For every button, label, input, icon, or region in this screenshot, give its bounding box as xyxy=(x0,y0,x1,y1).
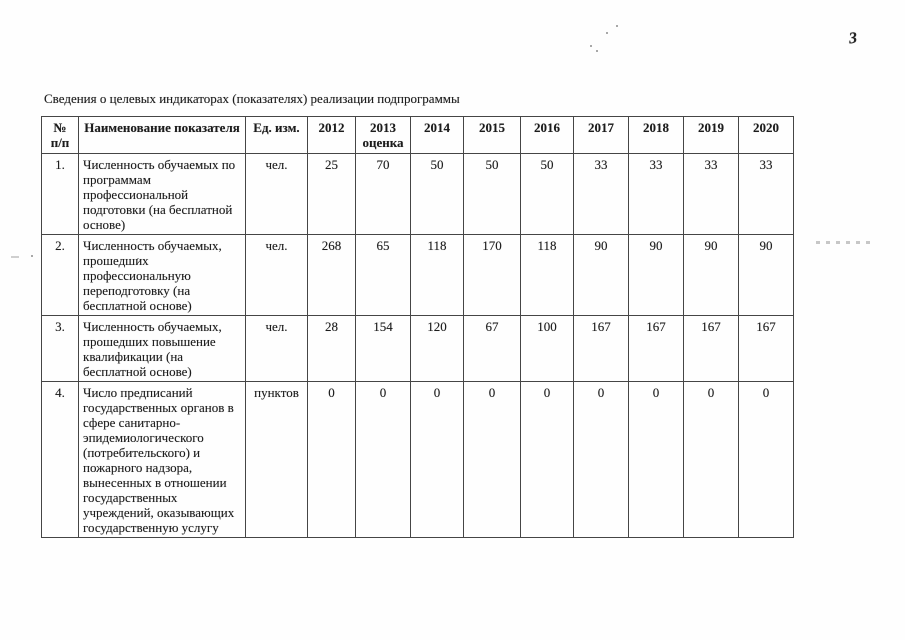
header-year-2014: 2014 xyxy=(410,116,464,154)
value-2019: 90 xyxy=(683,234,739,316)
value-2019: 0 xyxy=(683,381,739,538)
table-row: 4. Число предписаний государственных орг… xyxy=(41,381,794,538)
value-2020: 0 xyxy=(738,381,794,538)
scan-artifact-mark xyxy=(11,256,19,258)
value-2017: 0 xyxy=(573,381,629,538)
value-2012: 268 xyxy=(307,234,356,316)
indicator-name: Численность обучаемых, прошедших повышен… xyxy=(78,315,246,382)
unit-cell: чел. xyxy=(245,153,308,235)
value-2013: 0 xyxy=(355,381,411,538)
handwritten-page-number: 3 xyxy=(848,29,858,48)
header-year-2017: 2017 xyxy=(573,116,629,154)
row-number: 3. xyxy=(41,315,79,382)
header-year-2020: 2020 xyxy=(738,116,794,154)
value-2013: 65 xyxy=(355,234,411,316)
value-2018: 33 xyxy=(628,153,684,235)
value-2018: 167 xyxy=(628,315,684,382)
table-row: 2. Численность обучаемых, прошедших проф… xyxy=(41,234,794,316)
value-2014: 120 xyxy=(410,315,464,382)
value-2013: 154 xyxy=(355,315,411,382)
scan-speck xyxy=(590,45,592,47)
row-number: 2. xyxy=(41,234,79,316)
unit-cell: пунктов xyxy=(245,381,308,538)
value-2017: 33 xyxy=(573,153,629,235)
value-2014: 0 xyxy=(410,381,464,538)
header-year-2013: 2013 оценка xyxy=(355,116,411,154)
header-year-2015: 2015 xyxy=(463,116,521,154)
scan-speck xyxy=(616,25,618,27)
header-num: № п/п xyxy=(41,116,79,154)
value-2015: 50 xyxy=(463,153,521,235)
header-name: Наименование показателя xyxy=(78,116,246,154)
indicator-name: Численность обучаемых по программам проф… xyxy=(78,153,246,235)
unit-cell: чел. xyxy=(245,315,308,382)
row-number: 1. xyxy=(41,153,79,235)
scan-speck xyxy=(31,255,33,257)
value-2016: 100 xyxy=(520,315,574,382)
scan-speck xyxy=(137,258,139,259)
scan-speck xyxy=(606,32,608,34)
value-2019: 167 xyxy=(683,315,739,382)
value-2012: 0 xyxy=(307,381,356,538)
indicator-name: Численность обучаемых, прошедших професс… xyxy=(78,234,246,316)
value-2017: 90 xyxy=(573,234,629,316)
value-2017: 167 xyxy=(573,315,629,382)
value-2019: 33 xyxy=(683,153,739,235)
page-title: Сведения о целевых индикаторах (показате… xyxy=(44,91,460,106)
value-2016: 0 xyxy=(520,381,574,538)
value-2014: 118 xyxy=(410,234,464,316)
indicators-table: № п/п Наименование показателя Ед. изм. 2… xyxy=(41,116,794,538)
indicator-name: Число предписаний государственных органо… xyxy=(78,381,246,538)
value-2015: 0 xyxy=(463,381,521,538)
value-2015: 170 xyxy=(463,234,521,316)
value-2018: 0 xyxy=(628,381,684,538)
table-row: 3. Численность обучаемых, прошедших повы… xyxy=(41,315,794,382)
value-2016: 118 xyxy=(520,234,574,316)
header-year-2012: 2012 xyxy=(307,116,356,154)
row-number: 4. xyxy=(41,381,79,538)
header-year-2018: 2018 xyxy=(628,116,684,154)
value-2014: 50 xyxy=(410,153,464,235)
table-header-row: № п/п Наименование показателя Ед. изм. 2… xyxy=(41,116,794,154)
table-row: 1. Численность обучаемых по программам п… xyxy=(41,153,794,235)
value-2020: 33 xyxy=(738,153,794,235)
scan-speck xyxy=(596,50,598,52)
header-unit: Ед. изм. xyxy=(245,116,308,154)
value-2012: 28 xyxy=(307,315,356,382)
value-2020: 167 xyxy=(738,315,794,382)
unit-cell: чел. xyxy=(245,234,308,316)
value-2020: 90 xyxy=(738,234,794,316)
scan-artifact-dashes xyxy=(816,241,876,244)
header-year-2016: 2016 xyxy=(520,116,574,154)
value-2015: 67 xyxy=(463,315,521,382)
value-2012: 25 xyxy=(307,153,356,235)
value-2016: 50 xyxy=(520,153,574,235)
header-year-2019: 2019 xyxy=(683,116,739,154)
value-2018: 90 xyxy=(628,234,684,316)
value-2013: 70 xyxy=(355,153,411,235)
